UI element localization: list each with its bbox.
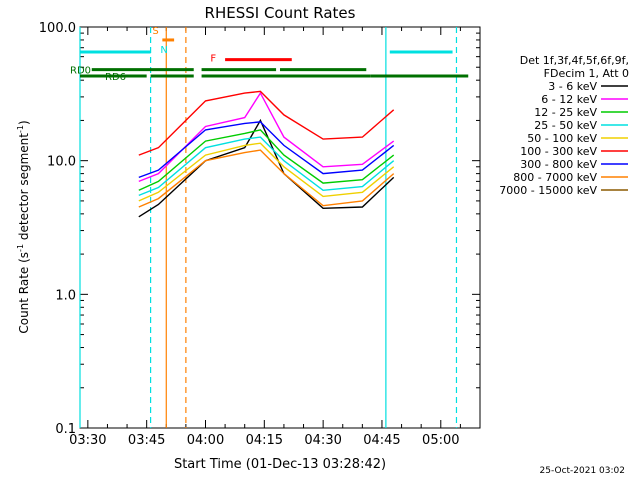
y-tick-label: 100.0 [39,21,76,36]
x-tick-label: 04:15 [246,433,283,448]
legend-entry-label: 25 - 50 keV [534,119,597,132]
legend-entry-label: 12 - 25 keV [534,106,597,119]
y-axis-label-end: ) [17,120,31,125]
status-label-night: N [160,45,167,56]
series-line-7 [138,149,395,208]
x-axis-label: Start Time (01-Dec-13 03:28:42) [174,457,386,472]
x-tick-label: 04:00 [187,433,224,448]
legend-entry-label: 7000 - 15000 keV [499,184,597,197]
y-axis-label-main: Count Rate (s [17,252,31,334]
legend-header-line: FDecim 1, Att 0 [544,67,629,80]
legend-entry-label: 300 - 800 keV [520,158,597,171]
y-tick-label: 10.0 [47,155,76,170]
y-axis-label: Count Rate (s-1 detector segment-1) [16,120,31,333]
y-tick-label: 0.1 [55,422,76,437]
series-line-5 [138,90,395,156]
series-line-3 [138,136,395,197]
y-axis-label-mid: detector segment [17,133,31,244]
plot-frame [79,26,481,429]
y-tick-label: 1.0 [55,288,76,303]
y-axis-label-sup-2: -1 [16,125,25,133]
series-line-6 [138,121,395,179]
legend-entry-label: 50 - 100 keV [527,132,597,145]
legend: Det 1f,3f,4f,5f,6f,9f,FDecim 1, Att 03 -… [499,54,629,197]
legend-header-line: Det 1f,3f,4f,5f,6f,9f, [520,54,629,67]
series-line-4 [138,142,395,202]
status-label-rd6: RD6 [105,72,126,83]
status-label-saa: S [152,26,158,37]
x-tick-label: 04:30 [304,433,341,448]
chart-title: RHESSI Count Rates [205,4,356,22]
x-tick-label: 03:45 [128,433,165,448]
x-tick-label: 04:45 [363,433,400,448]
status-label-flare: F [210,54,216,65]
legend-entry-label: 3 - 6 keV [548,80,597,93]
status-label-rd0: RD0 [70,66,91,77]
y-axis-label-sup-1: -1 [16,244,25,252]
legend-entry-label: 800 - 7000 keV [513,171,597,184]
legend-entry-label: 100 - 300 keV [520,145,597,158]
series-line-1 [138,91,395,183]
series-line-0 [138,118,395,218]
footer-date: 25-Oct-2021 03:02 [540,466,625,476]
x-tick-label: 05:00 [422,433,459,448]
x-tick-label: 03:30 [69,433,106,448]
plot-area: 03:30 03:45 04:00 04:15 04:30 04:45 05:00 0.1 1.… [39,21,481,448]
legend-entry-label: 6 - 12 keV [541,93,597,106]
series-line-2 [138,129,395,191]
